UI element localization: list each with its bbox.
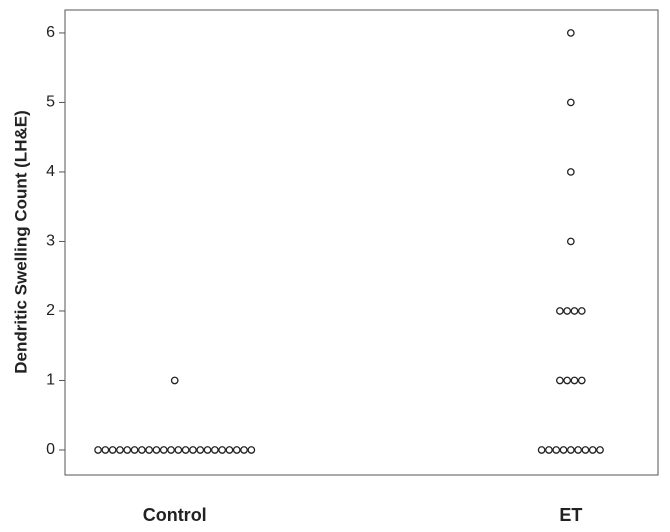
data-point (556, 376, 564, 385)
data-point (123, 446, 132, 454)
x-tick-label: Control (143, 505, 207, 525)
data-point (138, 446, 146, 454)
data-point (566, 168, 575, 176)
data-point (574, 446, 582, 454)
data-point (130, 446, 139, 454)
data-point (174, 446, 183, 454)
y-tick-label: 3 (46, 233, 55, 250)
data-point (152, 446, 161, 454)
y-tick-label: 0 (46, 441, 55, 458)
data-point (211, 446, 219, 454)
data-point (116, 446, 124, 454)
y-axis-label: Dendritic Swelling Count (LH&E) (11, 110, 30, 374)
data-point (203, 446, 212, 454)
data-point (563, 376, 572, 385)
data-point (145, 446, 154, 454)
data-point (570, 376, 579, 385)
data-point (570, 307, 579, 315)
plot-frame (64, 9, 659, 476)
data-point (596, 446, 604, 454)
data-point (566, 446, 575, 454)
data-point (552, 446, 561, 454)
data-point (218, 446, 227, 454)
data-point (167, 446, 175, 454)
data-point (559, 446, 568, 454)
data-point (189, 446, 197, 454)
data-point (556, 307, 564, 315)
data-point (94, 446, 102, 454)
data-point (247, 446, 256, 454)
y-tick-label: 1 (46, 372, 55, 389)
data-point (101, 446, 110, 454)
data-point (566, 237, 575, 246)
data-point (577, 307, 586, 315)
data-point (170, 376, 179, 385)
data-point (225, 446, 234, 454)
y-tick-label: 4 (46, 163, 55, 180)
y-tick-label: 5 (46, 94, 55, 111)
data-point (581, 446, 590, 454)
data-point (159, 446, 168, 454)
x-tick-label: ET (559, 505, 582, 525)
data-point (232, 446, 241, 454)
data-point (566, 29, 575, 37)
data-point (108, 446, 117, 454)
y-tick-label: 6 (46, 24, 55, 41)
data-point (196, 446, 205, 454)
data-point (537, 446, 546, 454)
data-point (577, 376, 586, 385)
data-point (545, 446, 553, 454)
data-point (181, 446, 190, 454)
data-point (588, 446, 597, 454)
data-point (240, 446, 248, 454)
y-tick-label: 2 (46, 302, 55, 319)
data-point (566, 98, 575, 107)
data-point (563, 307, 572, 315)
